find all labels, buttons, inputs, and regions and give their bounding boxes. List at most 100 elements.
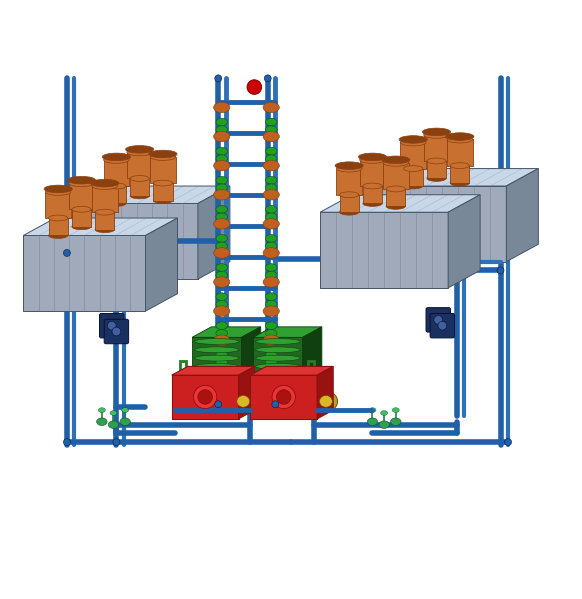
Ellipse shape (45, 188, 71, 195)
Ellipse shape (194, 372, 239, 377)
Polygon shape (303, 327, 322, 395)
Ellipse shape (214, 189, 230, 200)
Ellipse shape (264, 75, 271, 82)
Polygon shape (23, 218, 178, 235)
Polygon shape (45, 192, 71, 218)
Ellipse shape (265, 147, 277, 155)
Ellipse shape (255, 372, 300, 377)
Ellipse shape (97, 418, 107, 425)
Polygon shape (506, 168, 538, 262)
Ellipse shape (265, 264, 277, 271)
Ellipse shape (265, 359, 277, 366)
Ellipse shape (363, 201, 382, 207)
Ellipse shape (150, 153, 176, 161)
Ellipse shape (505, 438, 512, 446)
Ellipse shape (392, 408, 399, 412)
Ellipse shape (265, 155, 277, 162)
Ellipse shape (391, 418, 401, 425)
Ellipse shape (320, 395, 332, 407)
Ellipse shape (423, 128, 450, 135)
Polygon shape (198, 186, 230, 279)
Ellipse shape (336, 165, 362, 172)
Ellipse shape (44, 185, 72, 193)
Ellipse shape (369, 408, 376, 412)
Polygon shape (448, 195, 480, 288)
Ellipse shape (214, 248, 230, 258)
Polygon shape (69, 183, 94, 209)
Ellipse shape (265, 118, 277, 126)
Ellipse shape (214, 102, 230, 113)
Ellipse shape (72, 224, 91, 229)
Ellipse shape (216, 388, 228, 395)
Ellipse shape (68, 177, 95, 184)
Ellipse shape (363, 183, 382, 189)
Ellipse shape (237, 395, 250, 407)
Ellipse shape (215, 75, 222, 82)
Ellipse shape (216, 126, 228, 134)
Ellipse shape (424, 131, 449, 138)
Ellipse shape (63, 438, 70, 446)
Ellipse shape (194, 347, 239, 353)
Polygon shape (76, 204, 198, 279)
Ellipse shape (102, 153, 130, 161)
Ellipse shape (232, 391, 255, 412)
Ellipse shape (214, 306, 230, 316)
Ellipse shape (127, 149, 152, 156)
Ellipse shape (130, 193, 149, 199)
Ellipse shape (255, 380, 300, 386)
Ellipse shape (194, 364, 239, 370)
Ellipse shape (216, 242, 228, 250)
Ellipse shape (216, 264, 228, 271)
Ellipse shape (255, 355, 300, 361)
Ellipse shape (255, 338, 300, 344)
Ellipse shape (403, 166, 423, 171)
Ellipse shape (95, 209, 114, 215)
Ellipse shape (110, 411, 117, 415)
Polygon shape (250, 367, 333, 375)
Ellipse shape (214, 161, 230, 171)
Ellipse shape (69, 180, 94, 187)
Polygon shape (127, 152, 152, 179)
Polygon shape (383, 163, 409, 189)
Polygon shape (104, 160, 129, 186)
Ellipse shape (247, 80, 261, 95)
Ellipse shape (214, 219, 230, 229)
Ellipse shape (216, 177, 228, 184)
Ellipse shape (265, 380, 277, 388)
Polygon shape (336, 168, 362, 195)
Ellipse shape (48, 215, 68, 221)
Ellipse shape (107, 201, 126, 207)
Ellipse shape (382, 156, 410, 164)
Ellipse shape (92, 183, 118, 189)
Ellipse shape (126, 146, 154, 153)
Ellipse shape (255, 364, 300, 370)
Ellipse shape (265, 329, 277, 337)
Polygon shape (450, 166, 469, 183)
Ellipse shape (194, 338, 239, 344)
Ellipse shape (98, 408, 105, 412)
Ellipse shape (263, 161, 279, 171)
Ellipse shape (194, 380, 239, 386)
Ellipse shape (255, 347, 300, 353)
Ellipse shape (272, 401, 279, 408)
Polygon shape (48, 218, 68, 235)
Ellipse shape (272, 385, 295, 409)
Polygon shape (92, 186, 118, 212)
Ellipse shape (194, 389, 239, 394)
Ellipse shape (381, 411, 388, 415)
Polygon shape (150, 157, 176, 183)
Ellipse shape (216, 118, 228, 126)
Ellipse shape (450, 163, 469, 168)
Ellipse shape (265, 205, 277, 213)
FancyBboxPatch shape (104, 319, 129, 344)
Ellipse shape (214, 131, 230, 142)
Ellipse shape (497, 267, 504, 274)
Ellipse shape (130, 176, 149, 181)
Ellipse shape (153, 180, 172, 186)
Polygon shape (253, 337, 303, 395)
Ellipse shape (193, 385, 217, 409)
Ellipse shape (360, 156, 385, 164)
Polygon shape (242, 327, 261, 395)
Ellipse shape (216, 300, 228, 308)
Ellipse shape (400, 139, 426, 146)
